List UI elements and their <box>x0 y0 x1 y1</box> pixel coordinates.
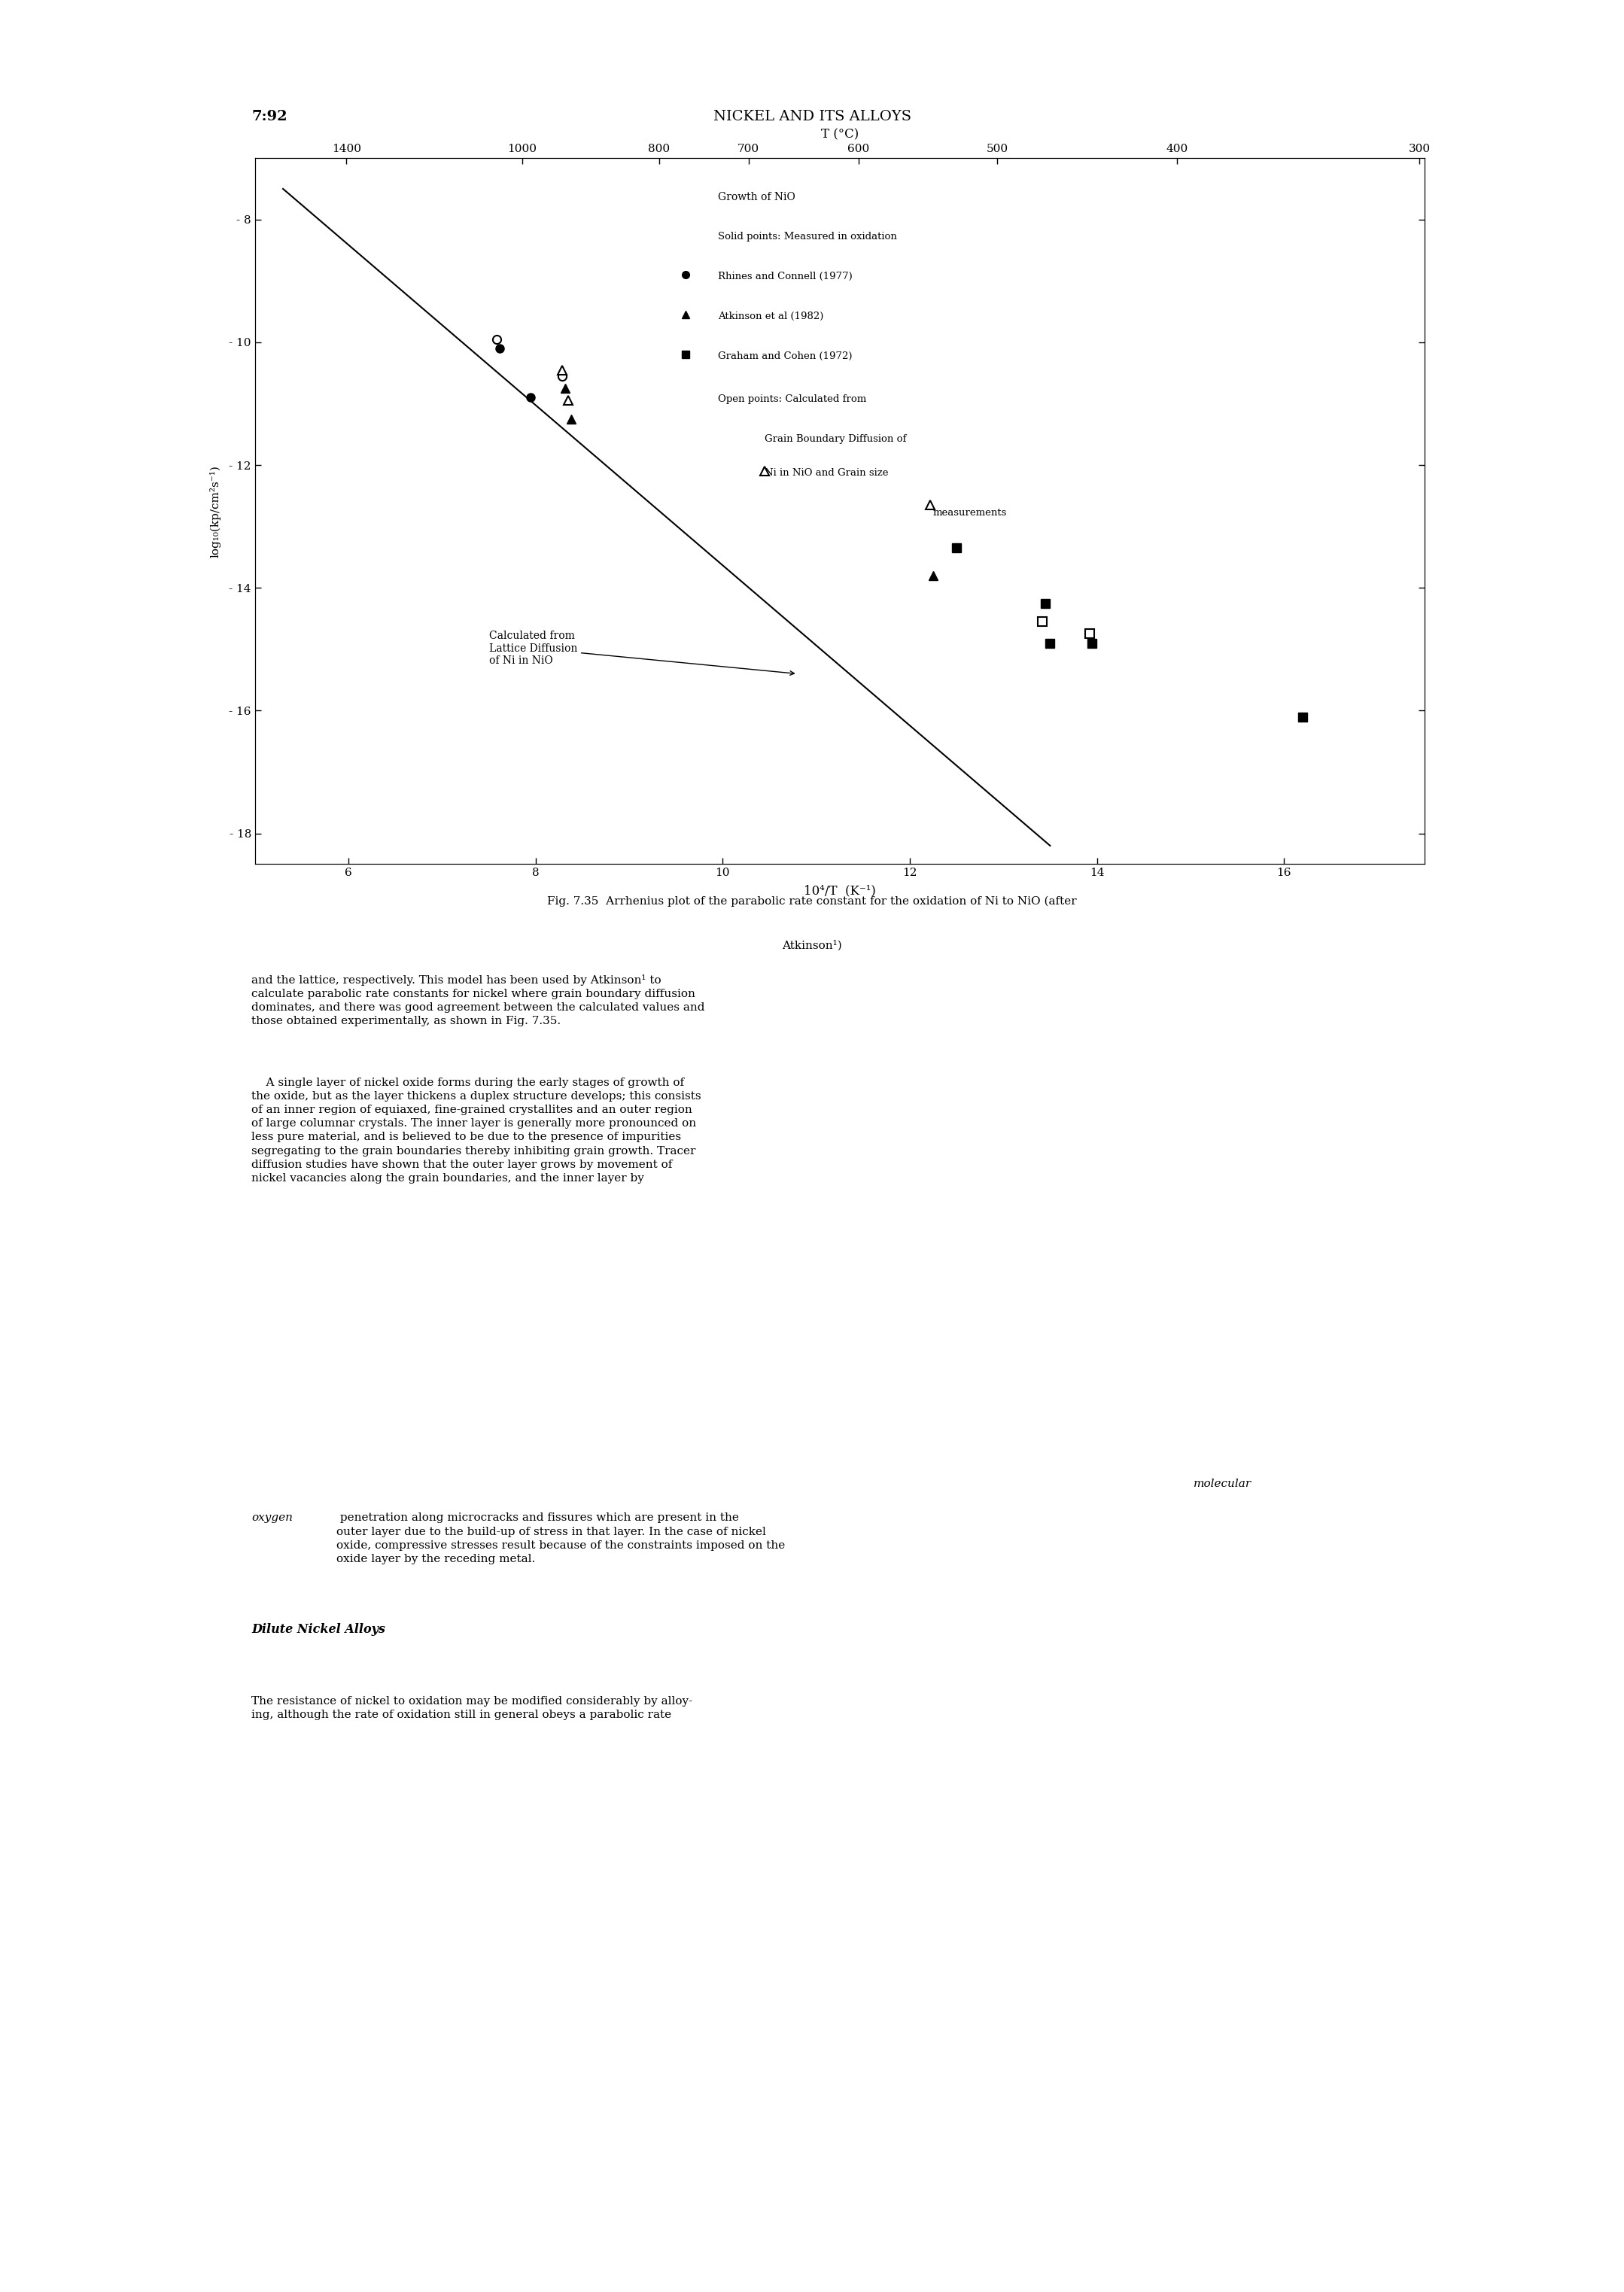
Text: A single layer of nickel oxide forms during the early stages of growth of
the ox: A single layer of nickel oxide forms dur… <box>252 1077 702 1183</box>
Text: molecular: molecular <box>1194 1478 1252 1490</box>
Text: NICKEL AND ITS ALLOYS: NICKEL AND ITS ALLOYS <box>713 110 911 124</box>
Text: Fig. 7.35  Arrhenius plot of the parabolic rate constant for the oxidation of Ni: Fig. 7.35 Arrhenius plot of the paraboli… <box>547 896 1077 908</box>
Text: measurements: measurements <box>934 509 1007 518</box>
Text: Open points: Calculated from: Open points: Calculated from <box>718 394 867 403</box>
Text: oxygen: oxygen <box>252 1513 292 1524</box>
X-axis label: 10⁴/T  (K⁻¹): 10⁴/T (K⁻¹) <box>804 885 875 898</box>
Text: Solid points: Measured in oxidation: Solid points: Measured in oxidation <box>718 231 896 241</box>
Y-axis label: log₁₀(kp/cm²s⁻¹): log₁₀(kp/cm²s⁻¹) <box>209 465 221 557</box>
Text: Atkinson et al (1982): Atkinson et al (1982) <box>718 312 823 321</box>
Text: Growth of NiO: Growth of NiO <box>718 193 796 202</box>
Text: Grain Boundary Diffusion of: Grain Boundary Diffusion of <box>765 435 906 445</box>
Text: Dilute Nickel Alloys: Dilute Nickel Alloys <box>252 1623 385 1636</box>
Text: and the lattice, respectively. This model has been used by Atkinson¹ to
calculat: and the lattice, respectively. This mode… <box>252 974 705 1027</box>
Text: 7:92: 7:92 <box>252 110 287 124</box>
Text: Graham and Cohen (1972): Graham and Cohen (1972) <box>718 351 853 362</box>
Text: penetration along microcracks and fissures which are present in the
outer layer : penetration along microcracks and fissur… <box>336 1513 784 1565</box>
Text: The resistance of nickel to oxidation may be modified considerably by alloy-
ing: The resistance of nickel to oxidation ma… <box>252 1696 693 1721</box>
Text: Atkinson¹): Atkinson¹) <box>783 940 841 951</box>
Text: Ni in NiO and Grain size: Ni in NiO and Grain size <box>765 468 888 479</box>
X-axis label: T (°C): T (°C) <box>820 128 859 140</box>
Text: Rhines and Connell (1977): Rhines and Connell (1977) <box>718 273 853 282</box>
Text: Calculated from
Lattice Diffusion
of Ni in NiO: Calculated from Lattice Diffusion of Ni … <box>489 630 794 676</box>
